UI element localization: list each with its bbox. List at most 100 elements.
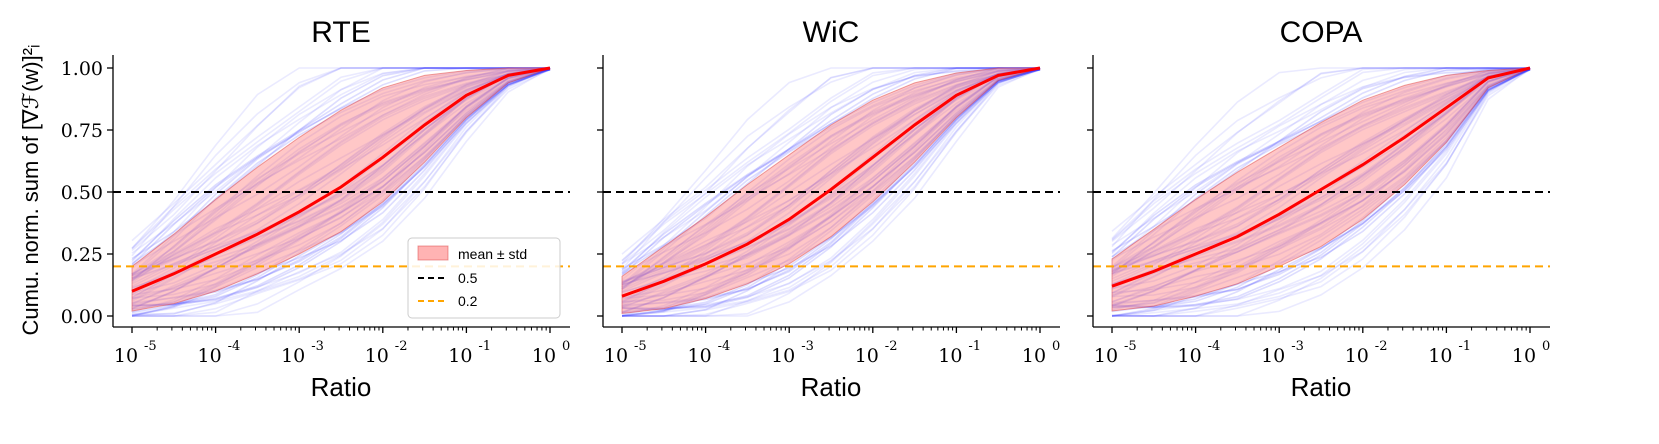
trace-line xyxy=(1111,67,1531,317)
trace-line xyxy=(1112,69,1531,317)
trace-line xyxy=(1112,67,1531,317)
x-tick-label: 10 xyxy=(114,345,138,367)
trace-line xyxy=(622,67,1041,317)
trace-line xyxy=(131,68,551,307)
legend-swatch-band xyxy=(417,245,449,261)
trace-line xyxy=(132,67,551,317)
x-tick-exponent: -1 xyxy=(968,339,981,354)
trace-line xyxy=(131,67,551,252)
x-tick-exponent: -2 xyxy=(1375,339,1388,354)
trace-line xyxy=(621,68,1041,310)
x-tick-label: 10 xyxy=(688,345,712,367)
x-tick-exponent: -4 xyxy=(1208,339,1221,354)
trace-line xyxy=(131,67,550,250)
y-tick-label: 0.25 xyxy=(61,244,103,266)
trace-line xyxy=(1111,67,1531,241)
y-axis-label: Cumu. norm. sum of [∇ℱ(w)]²ᵢ xyxy=(18,45,43,336)
trace-line xyxy=(132,67,551,317)
trace-line xyxy=(131,67,550,270)
x-tick-exponent: -4 xyxy=(718,339,731,354)
x-tick-label: 10 xyxy=(1428,345,1452,367)
trace-line xyxy=(131,67,551,317)
x-tick-exponent: -4 xyxy=(228,339,241,354)
trace-line xyxy=(1111,67,1531,317)
x-tick-exponent: 0 xyxy=(1052,339,1060,354)
trace-line xyxy=(131,67,551,242)
x-tick-label: 10 xyxy=(771,345,795,367)
trace-line xyxy=(131,67,550,266)
trace-line xyxy=(131,67,551,316)
x-tick-label: 10 xyxy=(1094,345,1118,367)
trace-line xyxy=(131,67,551,316)
trace-line xyxy=(1111,67,1531,317)
x-tick-label: 10 xyxy=(1345,345,1369,367)
trace-line xyxy=(131,68,551,307)
trace-line xyxy=(621,67,1041,265)
trace-line xyxy=(1111,67,1531,241)
trace-line xyxy=(621,67,1041,317)
trace-line xyxy=(1112,67,1531,317)
trace-line xyxy=(1111,67,1530,255)
x-tick-label: 10 xyxy=(1178,345,1202,367)
x-tick-label: 10 xyxy=(448,345,472,367)
trace-line xyxy=(131,67,550,261)
x-tick-label: 10 xyxy=(1261,345,1285,367)
x-tick-label: 10 xyxy=(198,345,222,367)
legend-label: 0.2 xyxy=(458,293,478,309)
trace-line xyxy=(1111,67,1531,317)
x-tick-exponent: 0 xyxy=(1542,339,1550,354)
trace-line xyxy=(1112,67,1531,317)
x-axis-label: Ratio xyxy=(311,372,372,402)
trace-line xyxy=(621,68,1041,310)
x-tick-exponent: -2 xyxy=(395,339,408,354)
x-tick-label: 10 xyxy=(281,345,305,367)
mean-line xyxy=(131,66,551,293)
trace-line xyxy=(1111,67,1530,248)
y-tick-label: 0.75 xyxy=(61,120,103,142)
trace-line xyxy=(131,67,551,317)
trace-line xyxy=(621,67,1040,281)
trace-line xyxy=(1111,68,1531,308)
trace-line xyxy=(1111,67,1530,240)
x-tick-label: 10 xyxy=(855,345,879,367)
trace-line xyxy=(621,67,1041,255)
trace-line xyxy=(622,67,1041,317)
trace-line xyxy=(1111,67,1530,253)
mean-line xyxy=(621,66,1041,298)
x-tick-label: 10 xyxy=(938,345,962,367)
trace-line xyxy=(621,67,1040,276)
x-tick-exponent: -5 xyxy=(1124,339,1137,354)
panel-wic: 10 -5 10 -4 10 -3 10 -2 10 -1 10 0 WiC Ratio xyxy=(597,16,1060,402)
trace-line xyxy=(621,67,1041,262)
std-band xyxy=(131,67,551,312)
mean-line xyxy=(1111,66,1531,288)
trace-line xyxy=(621,67,1040,270)
trace-line xyxy=(621,67,1040,274)
panel-copa: 10 -5 10 -4 10 -3 10 -2 10 -1 10 0 COPA Ratio xyxy=(1087,16,1550,402)
panel-title: WiC xyxy=(803,16,860,49)
panel-title: COPA xyxy=(1280,16,1363,49)
x-tick-label: 10 xyxy=(1512,345,1536,367)
trace-line xyxy=(621,67,1040,272)
trace-line xyxy=(621,67,1041,262)
trace-line xyxy=(622,67,1041,317)
y-tick-label: 1.00 xyxy=(61,58,103,80)
trace-line xyxy=(131,67,550,263)
trace-line xyxy=(131,67,551,250)
x-tick-label: 10 xyxy=(604,345,628,367)
trace-line xyxy=(622,67,1041,317)
trace-line xyxy=(132,67,551,317)
trace-line xyxy=(1111,67,1531,232)
x-axis-label: Ratio xyxy=(801,372,862,402)
x-axis-label: Ratio xyxy=(1291,372,1352,402)
trace-line xyxy=(1111,68,1531,309)
x-tick-exponent: -3 xyxy=(311,339,324,354)
trace-line xyxy=(1111,67,1530,258)
trace-line xyxy=(1111,67,1531,246)
x-tick-exponent: -1 xyxy=(1458,339,1471,354)
x-tick-label: 10 xyxy=(532,345,556,367)
y-tick-label: 0.00 xyxy=(61,306,103,328)
trace-line xyxy=(131,68,551,317)
